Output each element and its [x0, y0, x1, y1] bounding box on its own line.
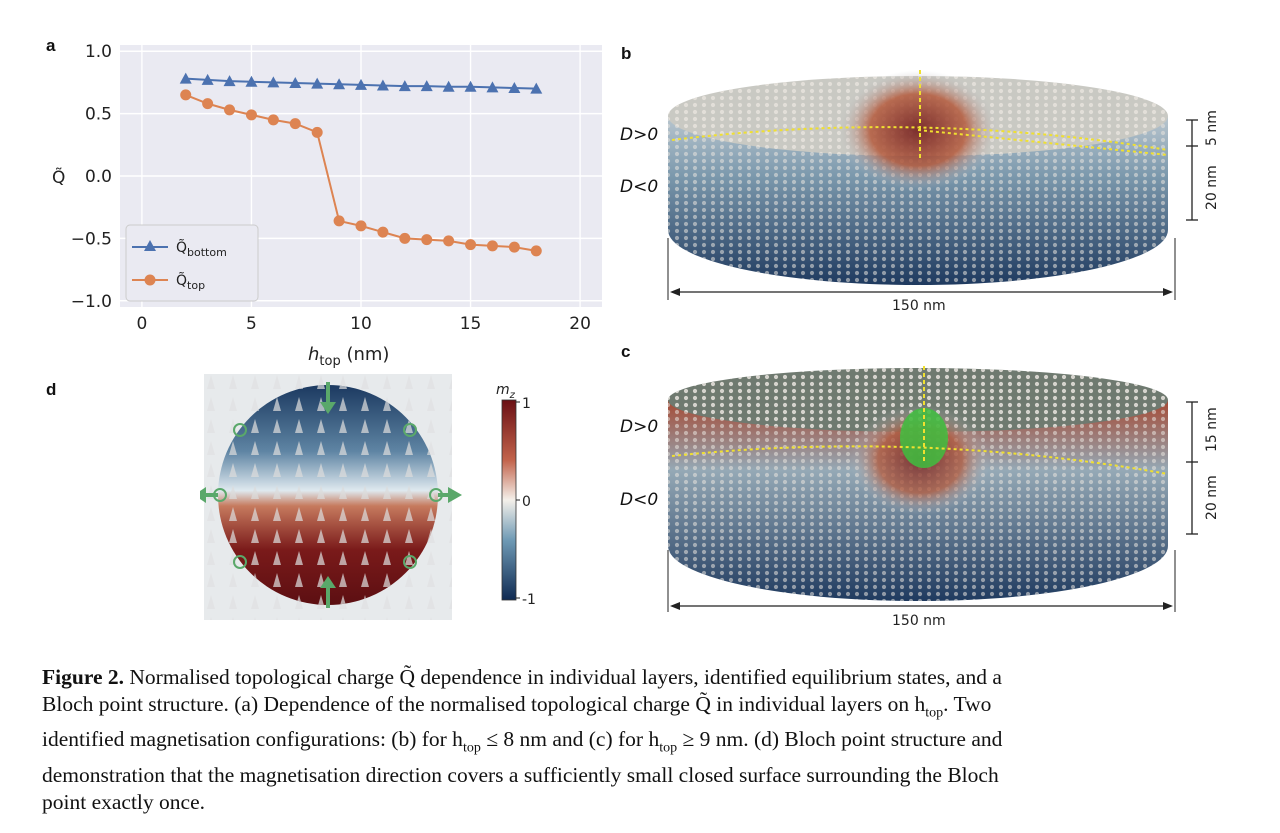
dim-top-layer: 5 nm	[1204, 110, 1220, 146]
data-point-top	[245, 109, 257, 121]
green-arrows	[200, 382, 462, 608]
data-point-bottom	[464, 80, 477, 92]
data-point-bottom	[508, 82, 521, 94]
dim-bottom-layer: 20 nm	[1204, 165, 1220, 210]
figure-number: Figure 2.	[42, 665, 125, 689]
y-tick-label: 1.0	[85, 42, 112, 62]
data-point-bottom	[486, 81, 499, 93]
panel-label-c: c	[621, 342, 631, 361]
legend-entry-top: Q̃top	[176, 272, 205, 292]
panel-c-disk: D>0 D<0 15 nm 20 nm 150 nm	[620, 366, 1220, 629]
data-point-top	[224, 104, 236, 116]
data-point-bottom	[245, 75, 258, 87]
x-tick-label: 10	[350, 314, 372, 334]
y-tick-label: −1.0	[71, 292, 112, 312]
data-point-top	[267, 114, 279, 126]
caption-line-3: identified magnetisation configurations:…	[42, 727, 1003, 756]
data-point-bottom	[376, 79, 389, 91]
y-tick-label: 0.5	[85, 105, 112, 125]
dim-width: 150 nm	[892, 613, 946, 629]
data-point-top	[508, 241, 520, 253]
colorbar-label: mz	[496, 382, 516, 401]
dim-bottom-layer: 20 nm	[1204, 475, 1220, 520]
data-point-bottom	[223, 75, 236, 87]
data-point-top	[465, 239, 477, 251]
data-point-top	[289, 118, 301, 130]
data-point-bottom	[398, 80, 411, 92]
circle-symbols	[213, 423, 443, 569]
data-point-top	[355, 220, 367, 232]
data-point-bottom	[201, 73, 214, 85]
data-point-top	[202, 98, 214, 110]
data-point-top	[486, 240, 498, 252]
panel-label-a: a	[46, 36, 56, 55]
x-tick-label: 20	[569, 314, 591, 334]
caption-line-4: demonstration that the magnetisation dir…	[42, 762, 999, 787]
x-axis-label: htop (nm)	[308, 344, 389, 369]
panel-b-disk: D>0 D<0 5 nm 20 nm 150 nm	[620, 70, 1220, 314]
data-point-bottom	[179, 72, 192, 84]
label-d-negative: D<0	[620, 490, 658, 510]
legend-entry-bottom: Q̃bottom	[176, 239, 227, 259]
dim-width: 150 nm	[892, 298, 946, 314]
data-point-bottom	[267, 76, 280, 88]
label-d-positive: D>0	[620, 417, 658, 437]
y-tick-label: 0.0	[85, 167, 112, 187]
caption-line-2: Bloch point structure. (a) Dependence of…	[42, 692, 992, 721]
caption-line-1: Normalised topological charge Q̃ depende…	[124, 665, 1002, 689]
legend-triangle-marker	[144, 240, 156, 251]
colorbar-tick-bottom: -1	[522, 592, 536, 608]
data-point-top	[421, 234, 433, 246]
panel-label-b: b	[621, 44, 632, 63]
y-axis-label: Q̃	[52, 167, 65, 188]
topological-charge-chart: 1.00.50.0−0.5−1.0 0 5 10 15 20 Q̃ htop (nm) …	[52, 42, 602, 369]
x-tick-label: 0	[136, 314, 147, 334]
colorbar	[501, 399, 517, 601]
data-point-bottom	[311, 77, 324, 89]
label-d-negative: D<0	[620, 177, 658, 197]
data-point-top	[311, 126, 323, 138]
x-tick-label: 15	[460, 314, 482, 334]
data-point-bottom	[530, 82, 543, 94]
data-point-bottom	[420, 80, 433, 92]
data-point-top	[180, 89, 192, 101]
panel-label-d: d	[46, 380, 57, 399]
colorbar-tick-mid: 0	[522, 494, 531, 510]
data-point-top	[377, 226, 389, 238]
legend-circle-marker	[144, 274, 156, 286]
label-d-positive: D>0	[620, 125, 658, 145]
data-point-bottom	[289, 77, 302, 89]
data-point-bottom	[442, 80, 455, 92]
y-tick-label: −0.5	[71, 229, 112, 249]
data-point-top	[333, 215, 345, 227]
data-point-bottom	[333, 78, 346, 90]
x-tick-label: 5	[246, 314, 257, 334]
caption-line-5: point exactly once.	[42, 789, 205, 814]
data-point-top	[443, 235, 455, 247]
legend: Q̃bottom Q̃top	[125, 224, 259, 302]
figure-caption: Figure 2. Normalised topological charge …	[42, 664, 1242, 816]
data-point-top	[399, 232, 411, 244]
data-point-bottom	[355, 78, 367, 90]
data-point-top	[530, 245, 542, 257]
panel-d-bloch-point: mz 1 0 -1	[200, 374, 536, 620]
dim-top-layer: 15 nm	[1204, 407, 1220, 452]
colorbar-tick-top: 1	[522, 396, 531, 412]
